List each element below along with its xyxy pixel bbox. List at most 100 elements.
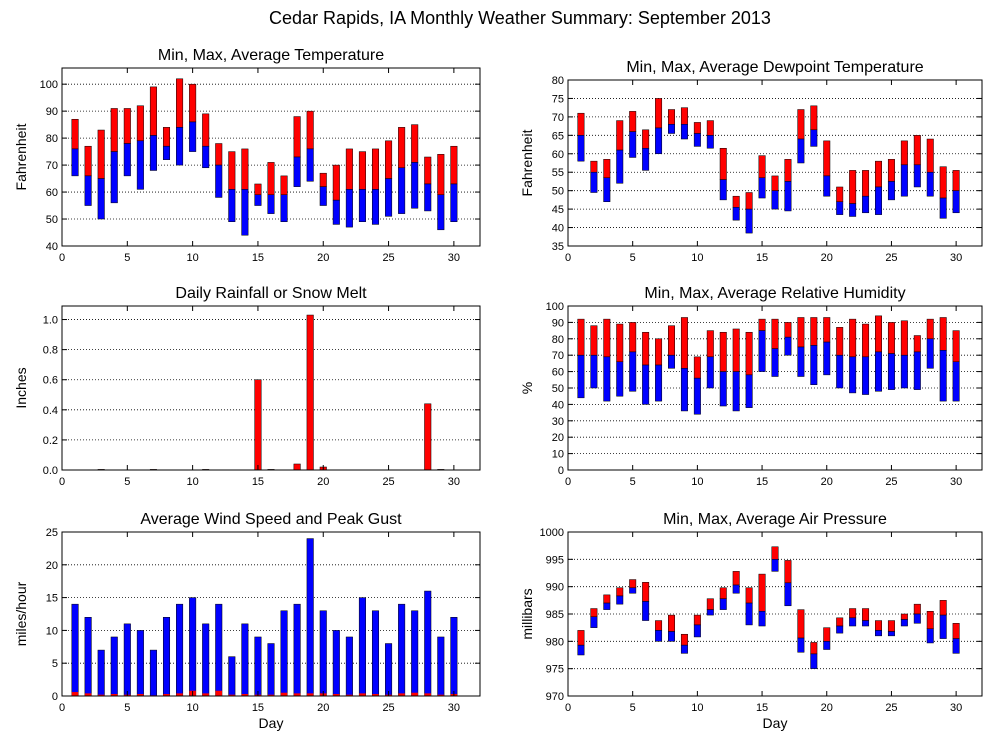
humidity-bar-upper [939,317,947,351]
dewpoint-bar-upper [693,122,701,134]
wind-bar-series1 [424,590,432,697]
temp-bar-lower [437,194,445,231]
temp-bar-upper [136,105,144,142]
temp-ytick-label: 60 [46,187,58,199]
humidity-bar-upper [797,317,805,348]
pressure-bar-lower [642,601,650,621]
pressure-bar-lower [810,653,818,669]
pressure-bar-upper [590,608,598,617]
pressure-bar-lower [629,587,637,594]
dewpoint-bar-upper [887,159,895,182]
dewpoint-bar-upper [603,159,611,179]
pressure-bar-upper [913,603,921,615]
wind-xtick-label: 25 [382,702,394,714]
humidity-bar-lower [655,364,663,402]
dewpoint-ytick-label: 55 [552,167,564,179]
pressure-bar-upper [706,598,714,610]
dewpoint-bar-upper [926,138,934,173]
humidity-bar-lower [810,345,818,385]
humidity-bar-lower [862,356,870,395]
pressure-bar-upper [952,623,960,639]
temp-bar-lower [306,148,314,182]
wind-bar-series1 [84,617,92,697]
temp-xtick-label: 0 [59,252,65,264]
humidity-bar-lower [887,353,895,390]
pressure-bar-upper [887,620,895,632]
pressure-bar-upper [745,587,753,604]
wind-bar-series2 [424,693,432,696]
pressure-xlabel: Day [763,715,788,731]
temp-bar-lower [398,167,406,214]
humidity-bar-upper [823,317,831,343]
wind-bar-series2 [215,690,223,696]
dewpoint-xtick-label: 20 [821,252,833,264]
humidity-ytick-label: 90 [552,317,564,329]
humidity-bar-upper [836,327,844,356]
dewpoint-xtick-label: 5 [630,252,636,264]
temp-xtick-label: 10 [187,252,199,264]
pressure-xtick-label: 0 [565,702,571,714]
humidity-bar-lower [771,348,779,377]
rain-ytick-label: 0.4 [43,405,58,417]
humidity-ytick-label: 60 [552,367,564,379]
wind-bar-series1 [371,610,380,697]
dewpoint-bar-upper [900,140,908,166]
wind-bar-series1 [176,603,184,697]
humidity-bar-upper [629,322,637,353]
humidity-bar-lower [616,361,624,397]
humidity-bar-upper [732,328,740,372]
dewpoint-bar-lower [862,195,870,214]
temp-bar-upper [123,108,131,144]
humidity-bar-lower [693,377,701,415]
dewpoint-bar-upper [590,160,598,173]
dewpoint-xtick-label: 10 [691,252,703,264]
pressure-bar-upper [758,573,766,612]
wind-bar-series1 [162,617,171,697]
humidity-bar-upper [642,331,650,366]
wind-bar-series1 [110,636,118,697]
wind-ytick-label: 5 [52,658,58,670]
humidity-ytick-label: 100 [546,301,564,313]
pressure-bar-lower [875,630,882,637]
pressure-bar-lower [887,631,895,637]
rain-chart-title: Daily Rainfall or Snow Melt [175,285,367,302]
pressure-ytick-label: 980 [546,636,564,648]
humidity-bar-upper [719,331,727,372]
wind-bar-series1 [293,603,301,697]
humidity-bar-lower [732,371,740,412]
dewpoint-bar-upper [706,120,714,136]
dewpoint-bar-upper [810,105,818,131]
humidity-bar-lower [668,354,675,369]
temp-bar-upper [437,154,445,196]
temp-bar-upper [332,164,340,201]
pressure-bar-upper [862,608,870,621]
dewpoint-ytick-label: 60 [552,149,564,161]
humidity-bar-lower [849,356,857,394]
pressure-bar-lower [680,644,688,654]
dewpoint-ytick-label: 35 [552,241,564,253]
dewpoint-bar-upper [913,135,921,166]
humidity-ylabel: % [519,382,535,394]
temp-xtick-label: 20 [317,252,329,264]
humidity-ytick-label: 80 [552,334,564,346]
dewpoint-bar-lower [900,164,908,197]
pressure-bar-upper [680,633,688,646]
wind-chart-title: Average Wind Speed and Peak Gust [140,511,402,528]
wind-plot-frame [61,531,481,697]
temp-bar-lower [241,189,249,236]
pressure-bar-lower [745,602,753,626]
wind-bar-series2 [372,694,379,696]
temp-ytick-label: 70 [46,160,58,172]
wind-bar-series1 [319,610,327,697]
temp-ylabel: Fahrenheit [13,123,29,190]
wind-bar-series2 [163,694,170,696]
humidity-bar-lower [706,356,714,389]
wind-bar-series2 [228,694,236,696]
humidity-bar-upper [952,330,960,363]
pressure-bar-upper [719,587,727,599]
humidity-bar-lower [900,354,908,389]
temp-bar-upper [110,108,118,152]
pressure-chart: 970 975 980 985 990 995 1000 0 5 10 15 20 25 30 Min, M… [519,511,983,731]
dewpoint-xtick-label: 0 [565,252,571,264]
temp-bar-lower [84,175,92,206]
